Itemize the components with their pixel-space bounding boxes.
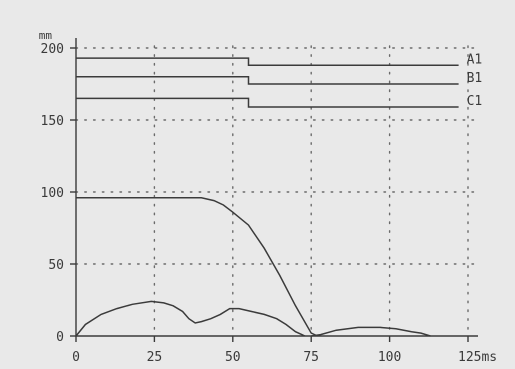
y-tick-label-100: 100 xyxy=(41,186,64,201)
series-label-c1: C1 xyxy=(467,94,483,109)
grid xyxy=(75,45,477,337)
x-tick-label-100: 100 xyxy=(378,350,401,365)
series-label-a1: A1 xyxy=(467,52,483,67)
series-line-b1 xyxy=(76,76,459,85)
series-line-4 xyxy=(75,300,306,337)
x-tick-label-75: 75 xyxy=(303,350,319,365)
series-line-3 xyxy=(76,197,318,337)
series-line-a1 xyxy=(76,57,459,67)
series-label-b1: B1 xyxy=(467,71,483,86)
y-tick-label-200: 200 xyxy=(41,42,64,57)
y-tick-label-0: 0 xyxy=(56,330,64,345)
x-tick-label-0: 0 xyxy=(72,350,80,365)
labels: 0 50 100 150 200 0 25 50 75 100 125ms mm A1 B1 C1 xyxy=(39,29,497,365)
x-tick-label-25: 25 xyxy=(147,350,163,365)
y-tick-label-150: 150 xyxy=(41,114,64,129)
series-line-5 xyxy=(311,326,431,337)
x-tick-label-50: 50 xyxy=(225,350,241,365)
x-tick-label-125: 125ms xyxy=(458,350,497,365)
series-line-c1 xyxy=(76,97,459,108)
series-traces xyxy=(75,57,459,337)
axis-lines xyxy=(75,38,478,337)
y-tick-label-50: 50 xyxy=(48,258,64,273)
y-unit-label: mm xyxy=(39,29,53,42)
